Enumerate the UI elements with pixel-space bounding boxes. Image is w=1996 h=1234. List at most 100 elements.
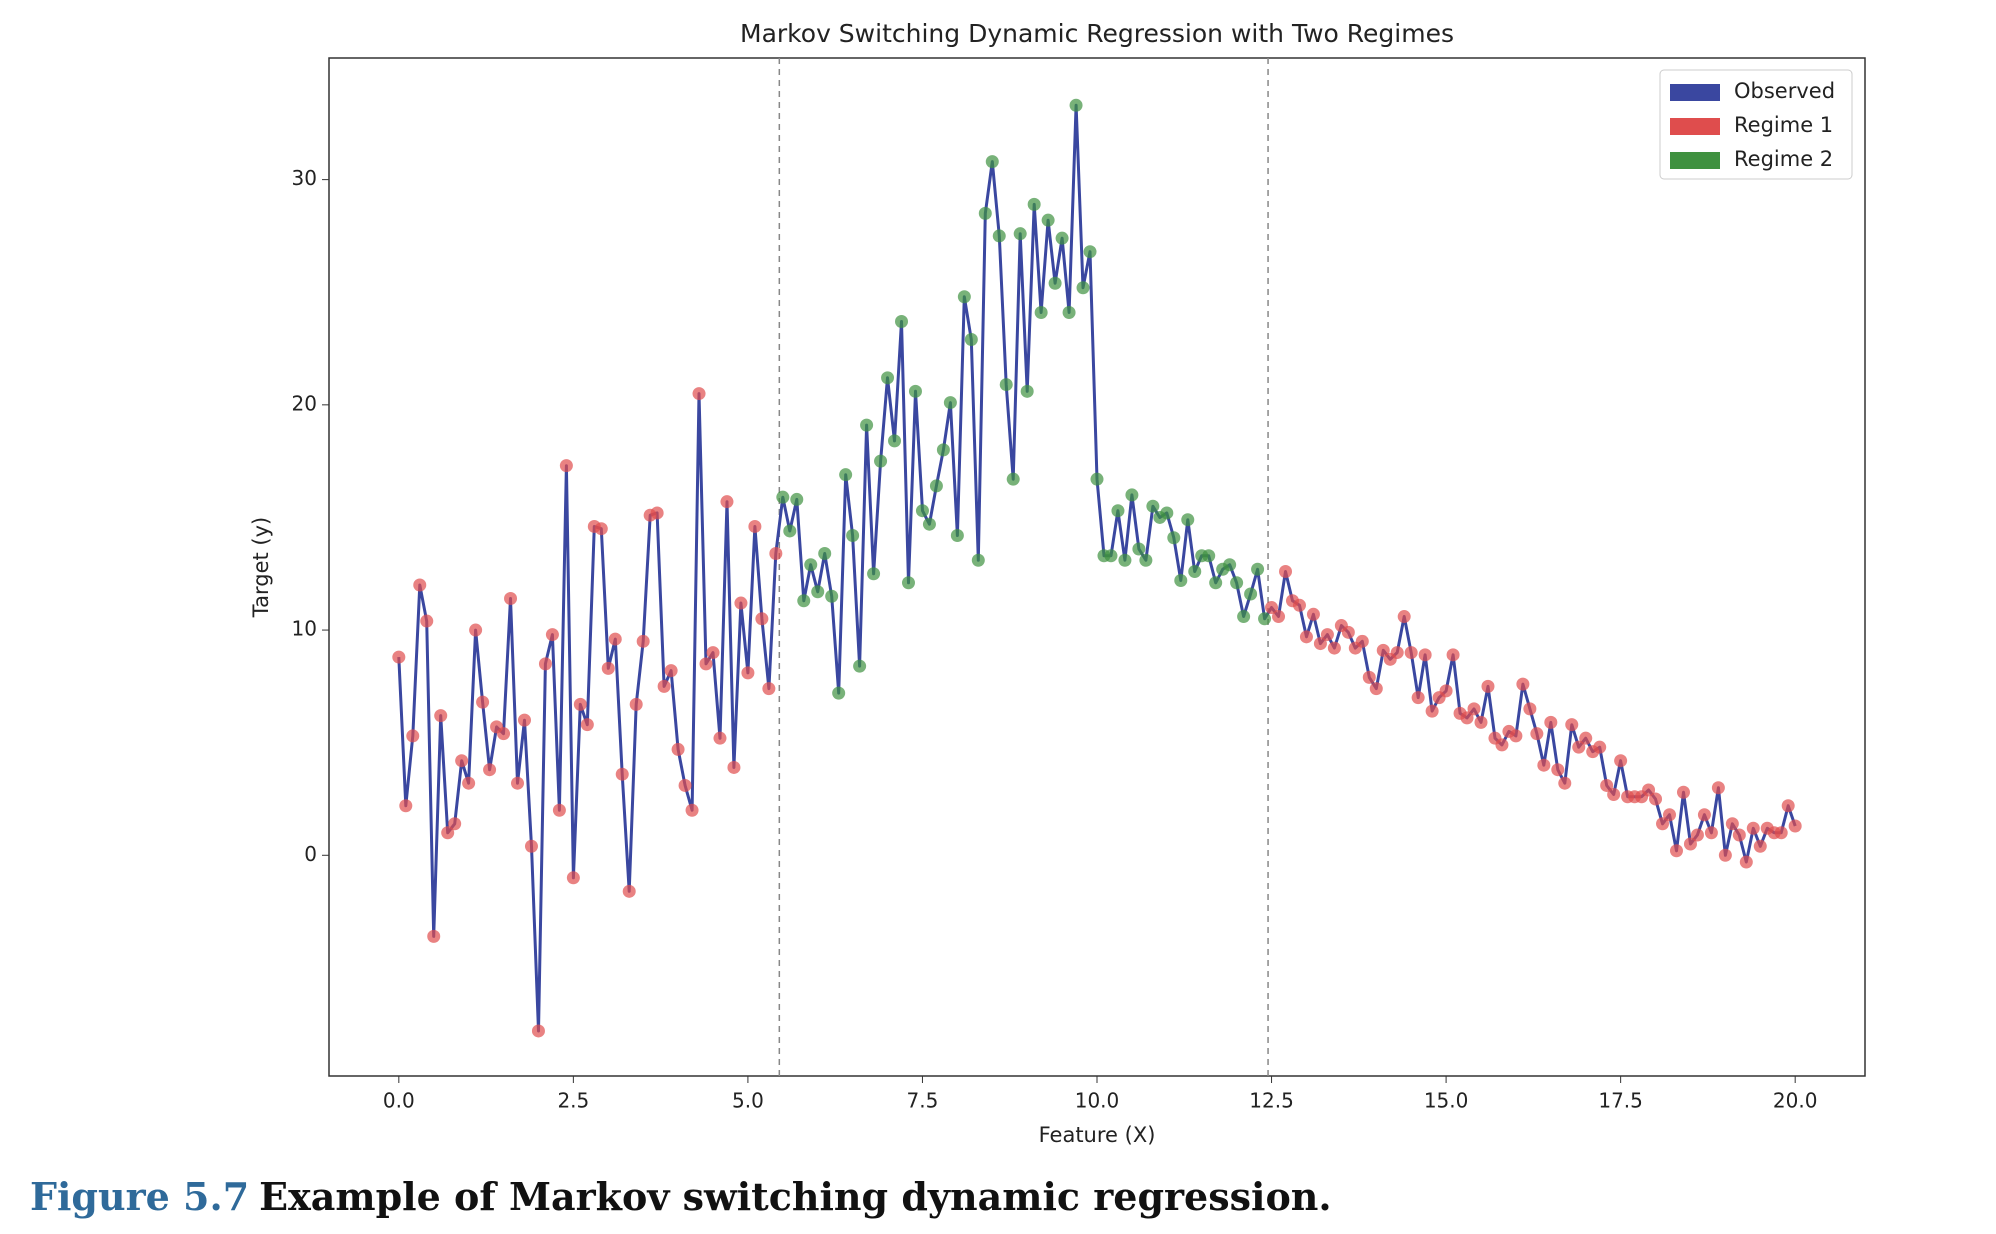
regime-point [1481,679,1495,693]
regime-point [559,459,573,473]
regime-point [1341,625,1355,639]
caption: Figure 5.7 Example of Markov switching dy… [30,1174,1332,1219]
regime-point [929,479,943,493]
regime-point [1013,227,1027,241]
regime-point [1299,630,1313,644]
regime-point [1292,598,1306,612]
regime-point [580,718,594,732]
regime-point [915,504,929,518]
regime-point [804,558,818,572]
regime-point [741,666,755,680]
regime-point [1446,648,1460,662]
regime-point [1663,808,1677,822]
y-tick-label: 0 [304,842,317,866]
regime-point [1537,758,1551,772]
regime-point [1027,197,1041,211]
regime-point [699,657,713,671]
regime-point [1327,641,1341,655]
x-tick-label: 0.0 [383,1089,415,1113]
regime-point [1439,684,1453,698]
regime-point [1642,783,1656,797]
x-tick-label: 17.5 [1598,1089,1643,1113]
regime-point [1167,531,1181,545]
regime-point [601,661,615,675]
regime-point [1732,828,1746,842]
regime-point [1460,711,1474,725]
regime-point [1600,778,1614,792]
regime-point [1697,808,1711,822]
regime-point [985,155,999,169]
regime-point [1369,682,1383,696]
regime-point [1048,276,1062,290]
regime-point [846,528,860,542]
regime-point [1265,601,1279,615]
regime-point [469,623,483,637]
regime-point [1174,574,1188,588]
regime-point [999,378,1013,392]
regime-point [1390,646,1404,660]
regime-point [881,371,895,385]
regime-point [1118,553,1132,567]
regime-point [1139,553,1153,567]
regime-point [1558,776,1572,790]
regime-point [1355,634,1369,648]
regime-point [1132,542,1146,556]
regime-point [1034,306,1048,319]
regime-point [1607,787,1621,801]
regime-point [1593,740,1607,754]
regime-point [1565,718,1579,732]
regime-point [1104,549,1118,563]
regime-point [1474,715,1488,729]
regime-point [1788,819,1802,833]
regime-point [1125,488,1139,502]
x-tick-label: 7.5 [907,1089,939,1113]
regime-point [511,776,525,790]
regime-point [1160,506,1174,520]
observed-line [397,103,1797,1033]
regime-point [629,697,643,711]
regime-point [476,695,490,709]
regime-point [943,396,957,410]
regime-point [825,589,839,603]
y-tick-label: 20 [292,391,317,415]
regime-point [783,524,797,538]
regime-point [895,315,909,329]
regime-point [524,839,538,853]
regime-point [1279,565,1293,579]
regime-point [1188,565,1202,579]
regime-point [573,697,587,711]
legend-label: Regime 2 [1734,147,1833,171]
regime-point [1418,648,1432,662]
regime-point [1425,704,1439,718]
regime-point [566,871,580,885]
legend-label: Regime 1 [1734,113,1833,137]
regime-point [413,578,427,592]
regime-point [1690,828,1704,842]
regime-point [1251,562,1265,576]
regime-point [971,553,985,567]
regime-point [538,657,552,671]
regime-point [1076,281,1090,295]
regime-point [811,585,825,599]
regime-point [1411,691,1425,705]
regime-point [957,290,971,304]
regime-point [1530,727,1544,741]
regime-point [497,727,511,741]
legend-swatch [1670,84,1720,101]
regime-point [1062,306,1076,319]
regime-point [1258,612,1272,626]
regime-point [685,803,699,817]
regime-point [483,763,497,777]
regime-point [692,387,706,401]
regime-point [762,682,776,696]
regime-point [1656,817,1670,831]
regime-point [706,646,720,660]
x-tick-label: 10.0 [1075,1089,1120,1113]
regime-point [1467,702,1481,716]
regime-point [950,528,964,542]
regime-point [1313,637,1327,651]
regime-point [818,546,832,560]
regime-point [1683,837,1697,851]
regime-point [455,754,469,768]
